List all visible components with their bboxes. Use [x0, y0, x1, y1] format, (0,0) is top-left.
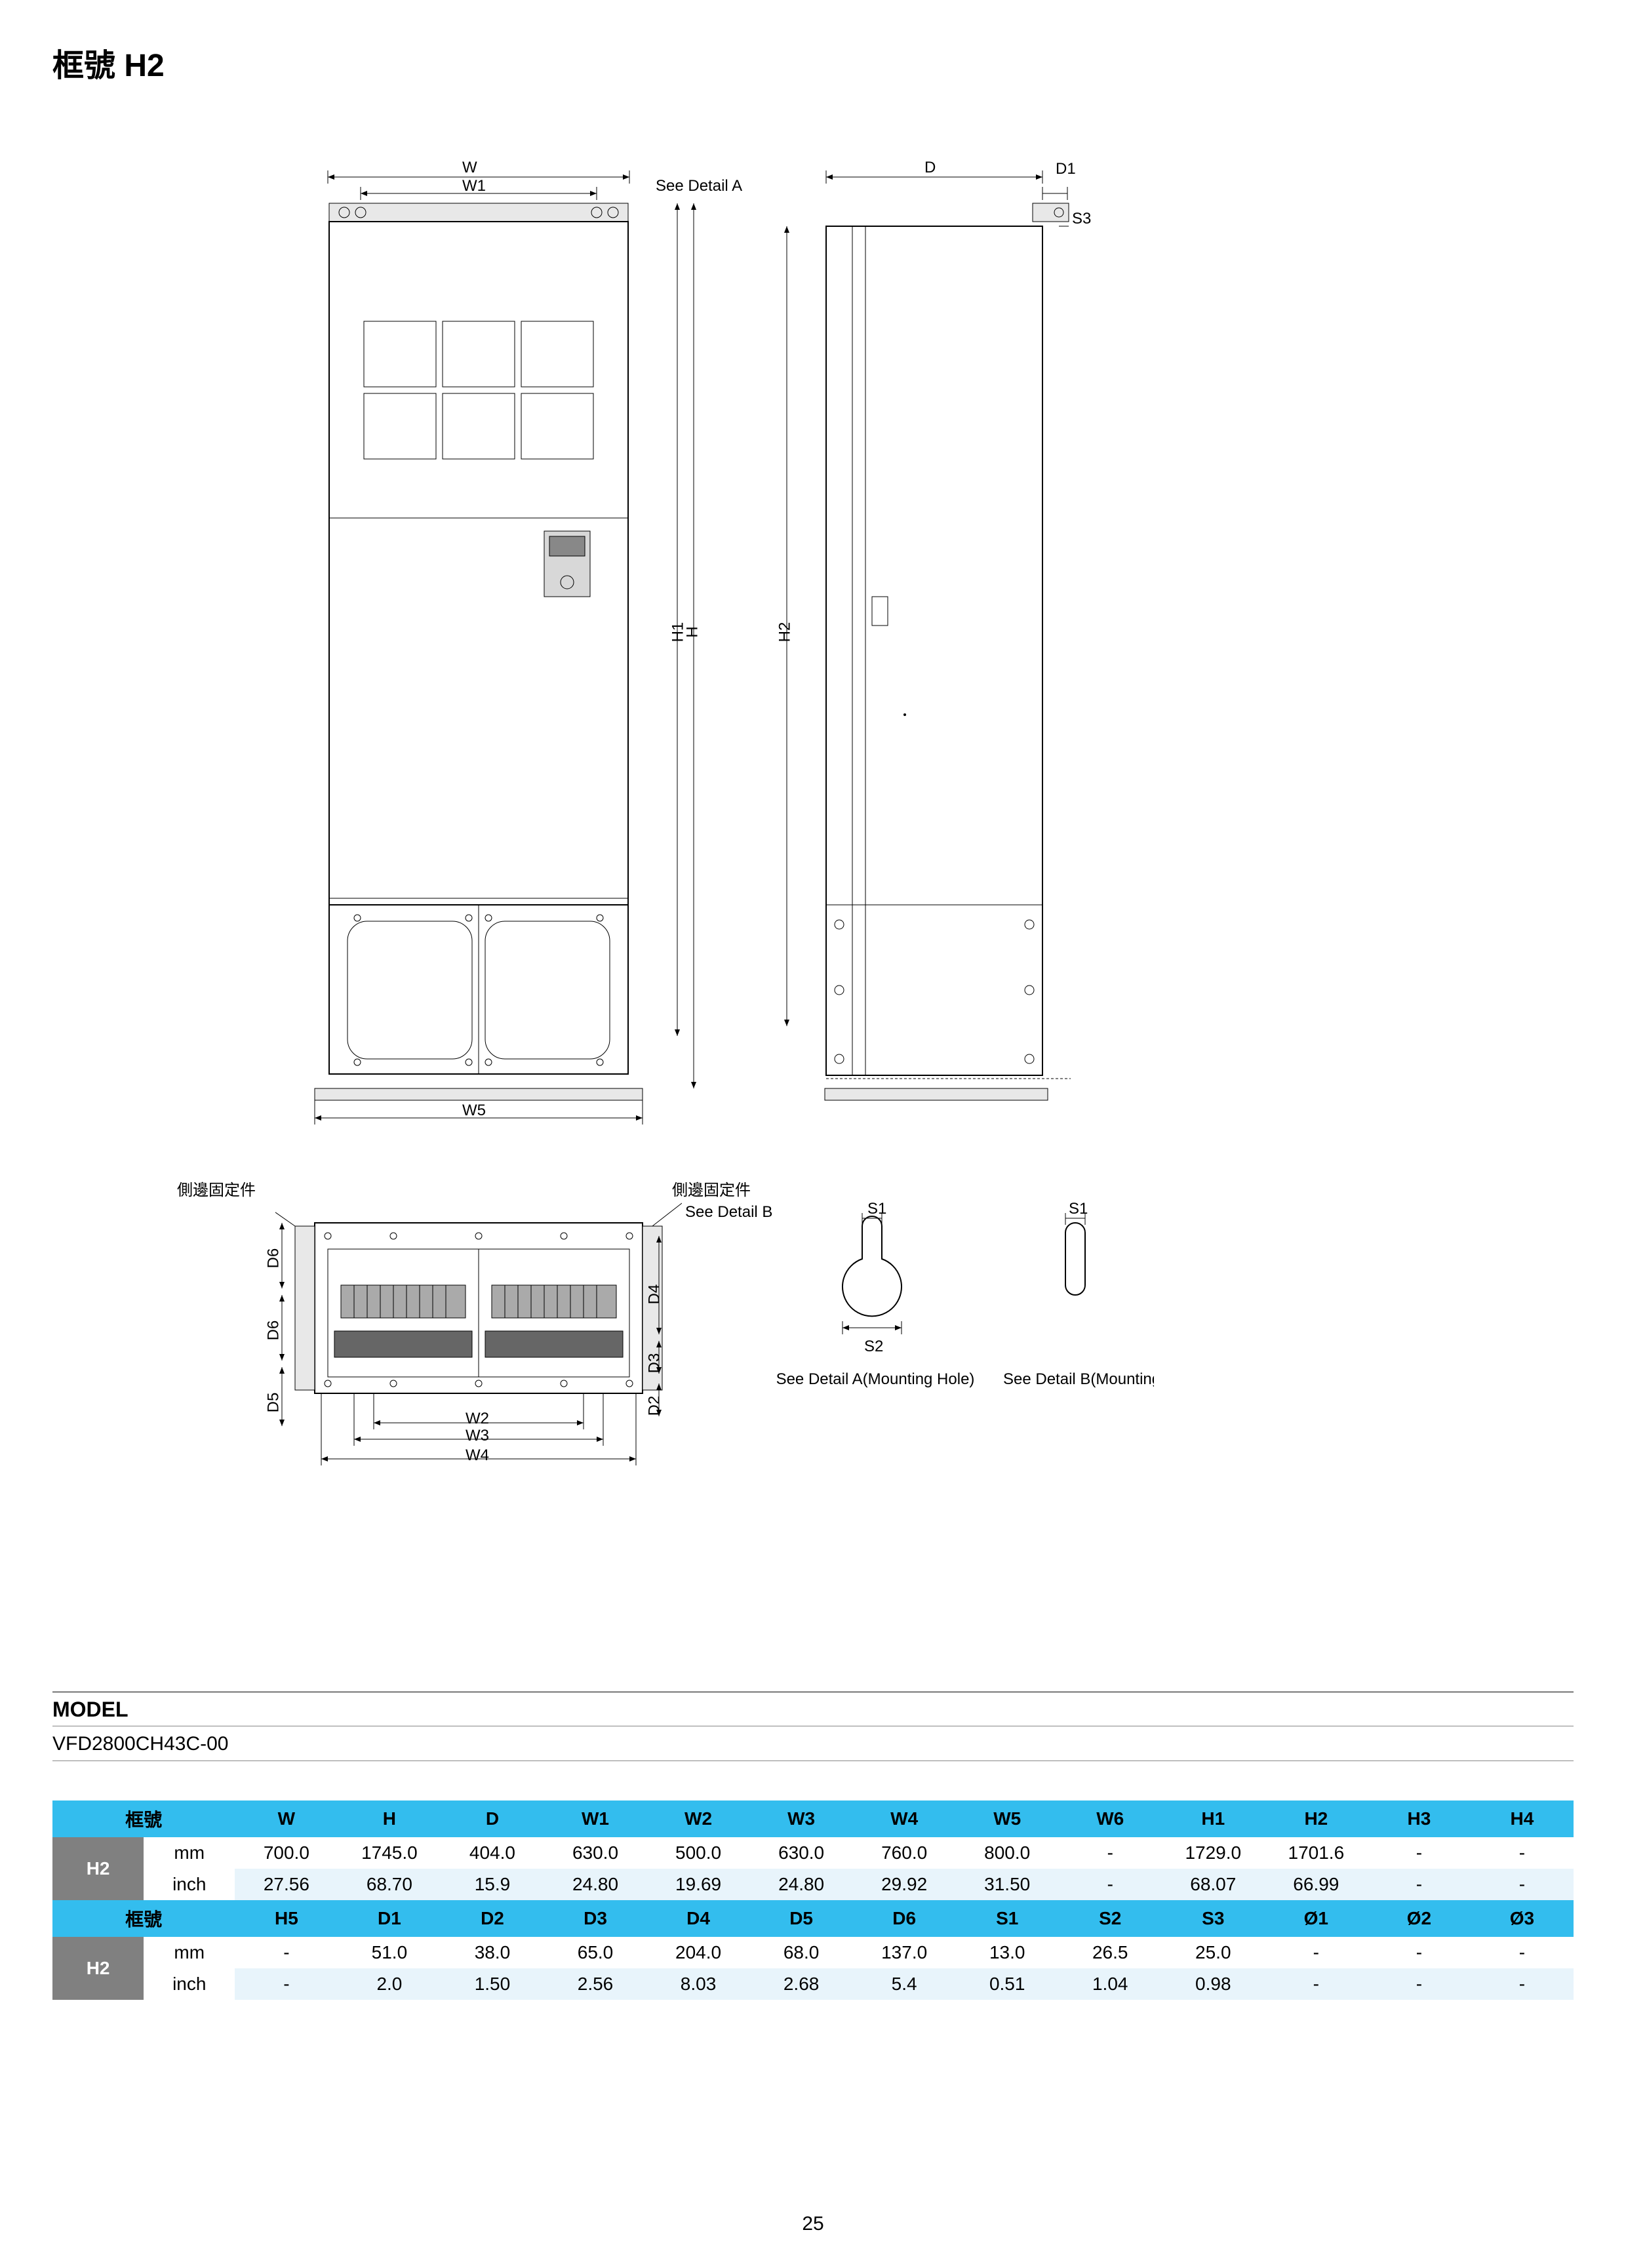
- detail-b-shape: [1036, 1213, 1115, 1324]
- dim-w5: W5: [462, 1102, 486, 1120]
- dim-d6a: D6: [264, 1248, 283, 1269]
- dim-d2: D2: [645, 1396, 664, 1416]
- dim-h2: H2: [776, 622, 794, 643]
- front-view: [302, 164, 656, 1141]
- caption-detail-b: See Detail B(Mounting: [1003, 1370, 1154, 1389]
- dim-h: H: [684, 626, 702, 637]
- table-row: 框號 WHDW1W2W3W4W5W6H1H2H3H4: [52, 1800, 1574, 1837]
- caption-detail-a: See Detail A(Mounting Hole): [774, 1370, 977, 1389]
- side-view: [800, 164, 1075, 1141]
- table-row: H2 mm 700.01745.0404.0630.0500.0630.0760…: [52, 1837, 1574, 1869]
- detail-b-s1: S1: [1069, 1200, 1088, 1218]
- detail-a-s2: S2: [864, 1338, 883, 1356]
- dim-w4: W4: [466, 1446, 489, 1465]
- dim-w3: W3: [466, 1427, 489, 1445]
- dim-w2: W2: [466, 1410, 489, 1428]
- frame-cell: H2: [52, 1837, 144, 1900]
- dimensions-table-1: 框號 WHDW1W2W3W4W5W6H1H2H3H4 H2 mm 700.017…: [52, 1800, 1574, 2000]
- table-row: inch -2.01.502.568.032.685.40.511.040.98…: [52, 1968, 1574, 2000]
- detail-a-label: See Detail A: [656, 177, 742, 195]
- dim-w1: W1: [462, 177, 486, 195]
- model-block: MODEL VFD2800CH43C-00: [52, 1692, 1574, 1761]
- dim-w: W: [462, 159, 477, 177]
- dim-s3: S3: [1072, 210, 1091, 228]
- table-row: inch 27.5668.7015.924.8019.6924.8029.923…: [52, 1869, 1574, 1900]
- dim-d5: D5: [264, 1393, 283, 1413]
- model-heading: MODEL: [52, 1692, 1574, 1726]
- hdr-frame2: 框號: [52, 1900, 235, 1937]
- dim-d3: D3: [645, 1353, 664, 1374]
- frame-cell2: H2: [52, 1937, 144, 2000]
- hdr-frame: 框號: [52, 1800, 235, 1837]
- technical-drawings: W W1 W5 See Detail A H1 H: [52, 111, 1574, 1593]
- side-fix-right: 側邊固定件: [672, 1177, 751, 1200]
- table-row: 框號 H5D1D2D3D4D5D6S1S2S3Ø1Ø2Ø3: [52, 1900, 1574, 1937]
- front-h-dims: [661, 203, 707, 1095]
- side-fix-left: 側邊固定件: [177, 1177, 256, 1200]
- model-name: VFD2800CH43C-00: [52, 1726, 1574, 1761]
- dim-d4: D4: [645, 1284, 664, 1305]
- page-title: 框號 H2: [52, 39, 1574, 85]
- detail-a-s1: S1: [867, 1200, 886, 1218]
- dim-d: D: [924, 159, 936, 177]
- page-number: 25: [0, 2213, 1626, 2235]
- detail-a-shape: [823, 1213, 921, 1351]
- detail-b-label: See Detail B: [685, 1203, 772, 1222]
- dim-d1: D1: [1056, 160, 1076, 178]
- table-row: H2 mm -51.038.065.0204.068.0137.013.026.…: [52, 1937, 1574, 1968]
- dim-d6b: D6: [264, 1321, 283, 1341]
